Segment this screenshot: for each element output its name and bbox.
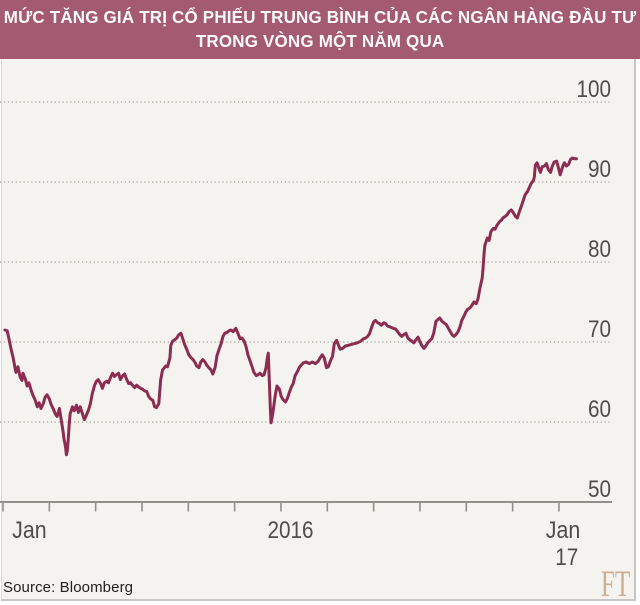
y-tick-label-70: 70 <box>588 316 611 343</box>
chart-title-line1: MỨC TĂNG GIÁ TRỊ CỔ PHIẾU TRUNG BÌNH CỦA… <box>3 6 637 27</box>
x-tick-label-0: Jan <box>12 517 47 544</box>
source-label: Source: Bloomberg <box>3 579 134 596</box>
x-tick-label-1: 2016 <box>267 517 313 544</box>
chart-title-line2: TRONG VÒNG MỘT NĂM QUA <box>195 31 445 51</box>
ft-logo: FT <box>600 564 630 605</box>
x-tick-label-2: Jan <box>546 517 581 544</box>
y-tick-label-90: 90 <box>588 156 611 183</box>
plot-panel <box>1 59 636 601</box>
chart-title-bar: MỨC TĂNG GIÁ TRỊ CỔ PHIẾU TRUNG BÌNH CỦA… <box>0 0 640 59</box>
x-tick-label-3: 17 <box>555 544 578 571</box>
y-tick-label-50: 50 <box>588 476 611 503</box>
price-line <box>3 156 578 457</box>
y-tick-label-80: 80 <box>588 236 611 263</box>
y-tick-label-60: 60 <box>588 396 611 423</box>
y-tick-label-100: 100 <box>577 76 612 103</box>
